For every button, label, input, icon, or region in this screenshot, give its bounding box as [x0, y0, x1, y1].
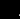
Text: 1.0004 (0.02): 1.0004 (0.02)	[0, 0, 20, 16]
Text: 490: 490	[0, 0, 12, 16]
Text: 234: 234	[0, 0, 12, 19]
Text: 59: 59	[3, 0, 20, 19]
Text: 77: 77	[3, 2, 20, 19]
Text: 727: 727	[0, 0, 12, 19]
Text: 150 414–150 422: 150 414–150 422	[0, 0, 10, 17]
Text: 52: 52	[3, 0, 20, 19]
Text: 151 002, 170 713: 151 002, 170 713	[0, 0, 10, 19]
Text: 0.9982 (0.03): 0.9982 (0.03)	[0, 4, 20, 19]
Text: 365: 365	[0, 2, 12, 19]
Text: 61: 61	[3, 0, 20, 19]
Text: XCH$_4$ factor: XCH$_4$ factor	[0, 0, 20, 17]
Text: 18: 18	[0, 0, 12, 19]
Text: 1.0001 (0.04): 1.0001 (0.04)	[0, 2, 20, 19]
Text: 63: 63	[3, 0, 20, 19]
Text: 1210: 1210	[0, 0, 12, 18]
Text: 180 213, 180 214: 180 213, 180 214	[0, 3, 10, 19]
Text: 0.9990 (0.03): 0.9990 (0.03)	[0, 4, 20, 19]
Text: 1.0008 (0.03): 1.0008 (0.03)	[0, 4, 20, 19]
Text: 180 314: 180 314	[0, 4, 10, 19]
Text: 1.0009 (0.05): 1.0009 (0.05)	[0, 0, 20, 17]
Text: 180 228: 180 228	[0, 4, 10, 19]
Text: 1.0002 (0.03): 1.0002 (0.03)	[0, 0, 20, 18]
Text: 0.9991 (0.04): 0.9991 (0.04)	[0, 2, 20, 19]
Text: 0.9994 (0.04): 0.9994 (0.04)	[0, 0, 20, 17]
Text: 0.9999 (0.03): 0.9999 (0.03)	[0, 0, 20, 18]
Text: 1.0003 (0.03): 1.0003 (0.03)	[0, 3, 20, 19]
Text: 0.9991 (0.03): 0.9991 (0.03)	[0, 0, 20, 17]
Text: 1.0018 (0.05): 1.0018 (0.05)	[0, 1, 20, 19]
Text: 273: 273	[0, 0, 12, 19]
Text: 53: 53	[3, 0, 20, 19]
Text: 50: 50	[3, 0, 20, 19]
Text: 33: 33	[3, 0, 20, 17]
Text: 160 126, 160 129: 160 126, 160 129	[0, 0, 10, 19]
Text: 382: 382	[0, 0, 12, 19]
Text: 32: 32	[3, 0, 20, 17]
Text: 1609: 1609	[0, 0, 12, 17]
Text: 0.9997 (0.03): 0.9997 (0.03)	[0, 0, 20, 17]
Text: 160 730, 160 801: 160 730, 160 801	[0, 0, 10, 19]
Text: 69: 69	[3, 0, 20, 19]
Text: 148: 148	[0, 4, 12, 19]
Text: 0.9997 (0.04): 0.9997 (0.04)	[0, 2, 20, 19]
Text: No. co.: No. co.	[0, 0, 12, 15]
Text: 0.9997 (0.04): 0.9997 (0.04)	[0, 0, 20, 17]
Text: 45: 45	[3, 0, 20, 19]
Text: 522: 522	[0, 0, 12, 19]
Text: 170 808, 170 815: 170 808, 170 815	[0, 0, 10, 19]
Text: 85: 85	[3, 3, 20, 19]
Text: 160 831, 160 906: 160 831, 160 906	[0, 0, 10, 19]
Text: 0.9994 (0.05): 0.9994 (0.05)	[0, 1, 20, 19]
Text: 0.9999 (0.03): 0.9999 (0.03)	[0, 2, 20, 19]
Text: 46: 46	[3, 0, 20, 19]
Text: 38: 38	[3, 0, 20, 17]
Text: 389: 389	[0, 2, 12, 19]
Text: 0.9997 (0.03): 0.9997 (0.03)	[0, 0, 20, 17]
Text: 1.0008 (0.03): 1.0008 (0.03)	[0, 4, 20, 19]
Text: 0.9994 (0.04): 0.9994 (0.04)	[0, 0, 20, 18]
Text: 0.9992 (0.04): 0.9992 (0.04)	[0, 0, 20, 18]
Text: 180 213, 180 214: 180 213, 180 214	[0, 3, 10, 19]
Text: 1.0002 (0.03): 1.0002 (0.03)	[0, 3, 20, 19]
Text: 150 421, 150 422: 150 421, 150 422	[0, 0, 10, 19]
Text: 0.9999 (0.04): 0.9999 (0.04)	[0, 1, 20, 19]
Text: 140 717, 150 414, 150 415: 140 717, 150 414, 150 415	[0, 0, 10, 18]
Text: 371: 371	[0, 3, 12, 19]
Text: 256: 256	[0, 0, 12, 19]
Text: 1.0008 (0.03): 1.0008 (0.03)	[0, 0, 20, 16]
Text: 636: 636	[0, 0, 12, 19]
Text: 0.9989 (0.03): 0.9989 (0.03)	[0, 0, 20, 17]
Text: 44: 44	[3, 0, 20, 19]
Text: 170 227: 170 227	[0, 0, 10, 19]
Text: Dates: Dates	[0, 0, 10, 15]
Text: 160 121: 160 121	[0, 0, 10, 19]
Text: 1.0026 (0.06): 1.0026 (0.06)	[0, 2, 20, 19]
Text: 160 511: 160 511	[0, 0, 10, 19]
Text: O$_2$ factor: O$_2$ factor	[0, 0, 20, 17]
Text: 852: 852	[0, 1, 12, 19]
Text: XCO$_2$ factor: XCO$_2$ factor	[0, 0, 20, 17]
Text: 140 717, 150 414–150 422: 140 717, 150 414–150 422	[0, 0, 10, 18]
Text: 1.0003 (0.04): 1.0003 (0.04)	[0, 0, 20, 18]
Text: 0.9991 (0.03): 0.9991 (0.03)	[0, 0, 20, 18]
Text: Instr. SN: Instr. SN	[3, 0, 20, 15]
